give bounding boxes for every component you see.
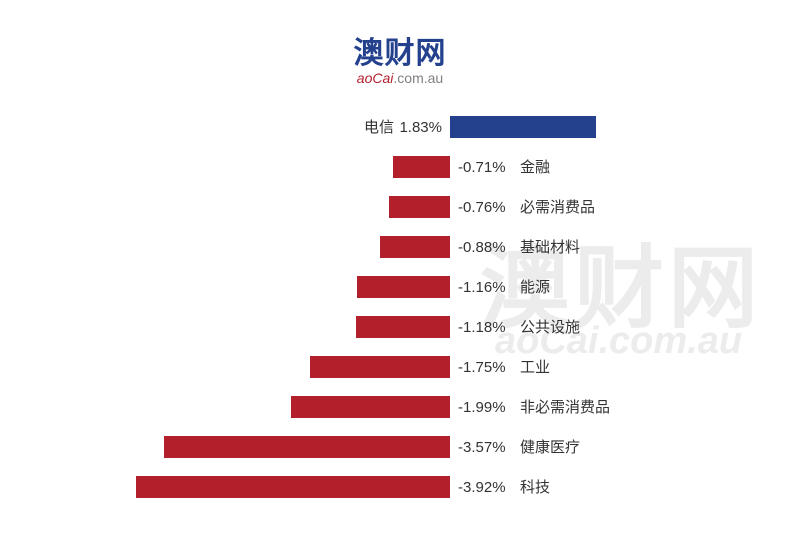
bar [450, 116, 596, 138]
value-label: -0.88% [458, 228, 506, 268]
chart-row: -1.18% 公共设施 [0, 308, 800, 348]
logo-subtitle-red: aoCai [357, 70, 394, 86]
chart-row: -1.99% 非必需消费品 [0, 388, 800, 428]
category-label: 能源 [520, 268, 550, 308]
value-label: -0.71% [458, 148, 506, 188]
value-label: -1.16% [458, 268, 506, 308]
bar [393, 156, 450, 178]
category-label: 基础材料 [520, 228, 580, 268]
chart-row: -0.71% 金融 [0, 148, 800, 188]
bar [357, 276, 450, 298]
value-label: -1.18% [458, 308, 506, 348]
bar [291, 396, 450, 418]
category-label: 公共设施 [520, 308, 580, 348]
chart-row: -0.76% 必需消费品 [0, 188, 800, 228]
value-label: -3.92% [458, 468, 506, 508]
sector-performance-chart: 1.83%电信-0.71%金融-0.76%必需消费品-0.88%基础材料-1.1… [0, 108, 800, 508]
category-label: 金融 [520, 148, 550, 188]
bar [389, 196, 450, 218]
chart-row: -3.92% 科技 [0, 468, 800, 508]
chart-row: -3.57% 健康医疗 [0, 428, 800, 468]
bar [356, 316, 450, 338]
value-label: -1.99% [458, 388, 506, 428]
bar [380, 236, 450, 258]
category-label: 科技 [520, 468, 550, 508]
logo-block: 澳财网 aoCai.com.au [0, 28, 800, 86]
chart-row: -1.75% 工业 [0, 348, 800, 388]
bar [164, 436, 450, 458]
value-label: -1.75% [458, 348, 506, 388]
logo-subtitle-grey: .com.au [393, 70, 443, 86]
logo-title: 澳财网 [0, 28, 800, 72]
bar [136, 476, 450, 498]
chart-row: -1.16% 能源 [0, 268, 800, 308]
chart-row: -0.88% 基础材料 [0, 228, 800, 268]
category-label: 工业 [520, 348, 550, 388]
value-label: 1.83% [399, 108, 442, 148]
category-label: 健康医疗 [520, 428, 580, 468]
value-label: -3.57% [458, 428, 506, 468]
value-label: -0.76% [458, 188, 506, 228]
category-label: 必需消费品 [520, 188, 595, 228]
category-label: 非必需消费品 [520, 388, 610, 428]
category-label: 电信 [364, 108, 394, 148]
logo-subtitle: aoCai.com.au [0, 70, 800, 86]
chart-row: 1.83%电信 [0, 108, 800, 148]
bar [310, 356, 450, 378]
